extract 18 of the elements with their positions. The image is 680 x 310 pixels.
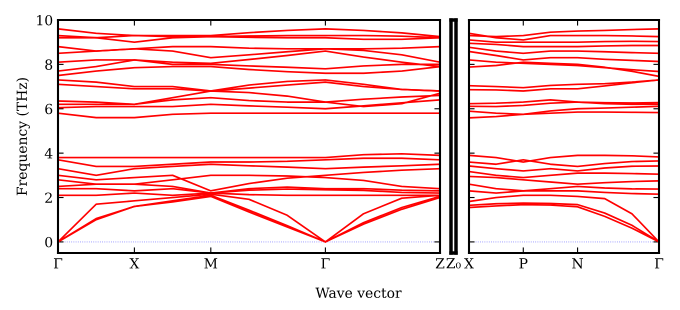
x-tick-label: X [130,258,140,268]
x-axis-title: Wave vector [315,288,402,298]
x-tick-label: N [572,258,584,269]
y-axis-title: Frequency (THz) [16,78,30,196]
y-tick-label: 8 [45,59,52,70]
x-tick-label: Z [436,258,444,268]
text: Z₀ [446,258,461,268]
y-tick-label: 10 [37,14,52,26]
x-tick-label: Γ [654,258,664,268]
x-tick-label: Γ [54,258,62,268]
x-tick-label: M [204,258,218,268]
y-tick-label: 0 [45,236,52,248]
y-tick-label: 4 [44,148,52,158]
x-tick-label: Γ [321,258,330,268]
x-tick-label: X [464,258,474,268]
y-tick-label: 6 [45,104,52,114]
x-tick-label: P [519,258,528,268]
y-tick-label: 2 [45,192,52,203]
